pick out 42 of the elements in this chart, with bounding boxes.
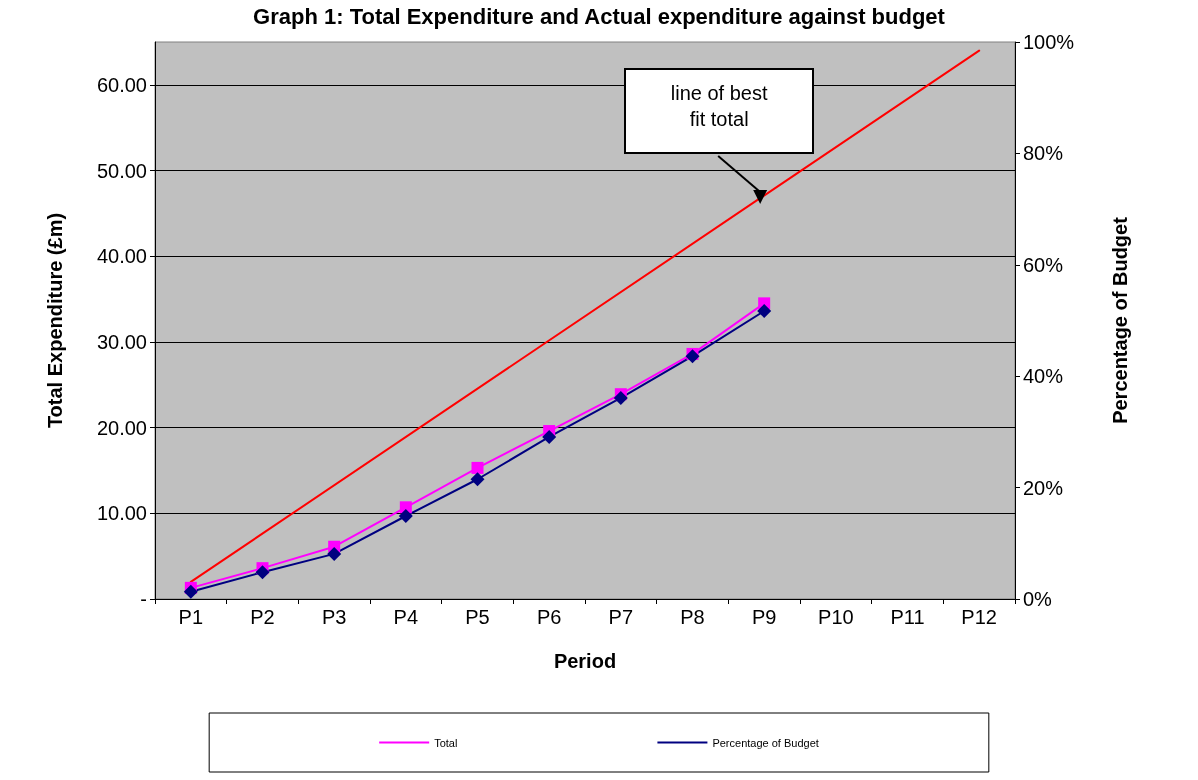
point — [183, 584, 198, 599]
x-tick-label: P4 — [393, 606, 419, 628]
legend-label: Total — [434, 736, 458, 749]
x-tick-label: P11 — [890, 606, 925, 628]
x-tick-label: P2 — [250, 606, 275, 628]
y2-tick-label: 100% — [1023, 31, 1075, 53]
y2-axis-title: Percentage of Budget — [1109, 216, 1131, 424]
y2-tick-label: 20% — [1023, 476, 1064, 499]
y-tick-label: 10.00 — [96, 502, 147, 525]
x-tick-label: P1 — [178, 606, 204, 628]
y2-tick-label: 40% — [1023, 365, 1064, 388]
x-axis-title: Period — [553, 650, 617, 672]
x-tick-label: P5 — [465, 606, 490, 628]
x-tick-label: P9 — [751, 606, 777, 628]
x-tick-label: P3 — [321, 606, 347, 628]
point — [327, 546, 342, 561]
x-tick-label: P7 — [608, 606, 634, 628]
legend-label: Percentage of Budget — [712, 736, 819, 749]
y-axis-title: Total Expenditure (£m) — [44, 212, 66, 429]
point — [398, 509, 413, 524]
y-tick-label: - — [140, 588, 147, 610]
point — [613, 390, 628, 405]
x-tick-label: P12 — [961, 606, 997, 628]
point — [685, 349, 700, 364]
y2-tick-label: 60% — [1023, 253, 1064, 276]
point — [471, 461, 484, 474]
y-tick-label: 20.00 — [96, 416, 147, 439]
y-tick-label: 30.00 — [96, 330, 147, 353]
y-tick-label: 50.00 — [96, 159, 147, 182]
y-tick-label: 40.00 — [96, 245, 147, 268]
annotation: line of best fit total — [669, 80, 769, 132]
y-tick-label: 60.00 — [96, 73, 147, 96]
point — [470, 472, 485, 487]
y2-tick-label: 80% — [1023, 142, 1064, 165]
x-tick-label: P8 — [680, 606, 705, 628]
chart-title: Graph 1: Total Expenditure and Actual expenditure against budget — [253, 3, 946, 29]
x-tick-label: P10 — [818, 606, 854, 628]
point — [757, 304, 772, 319]
point — [255, 565, 270, 580]
point — [542, 429, 557, 444]
y2-tick-label: 0% — [1023, 588, 1053, 610]
x-tick-label: P6 — [536, 606, 562, 628]
